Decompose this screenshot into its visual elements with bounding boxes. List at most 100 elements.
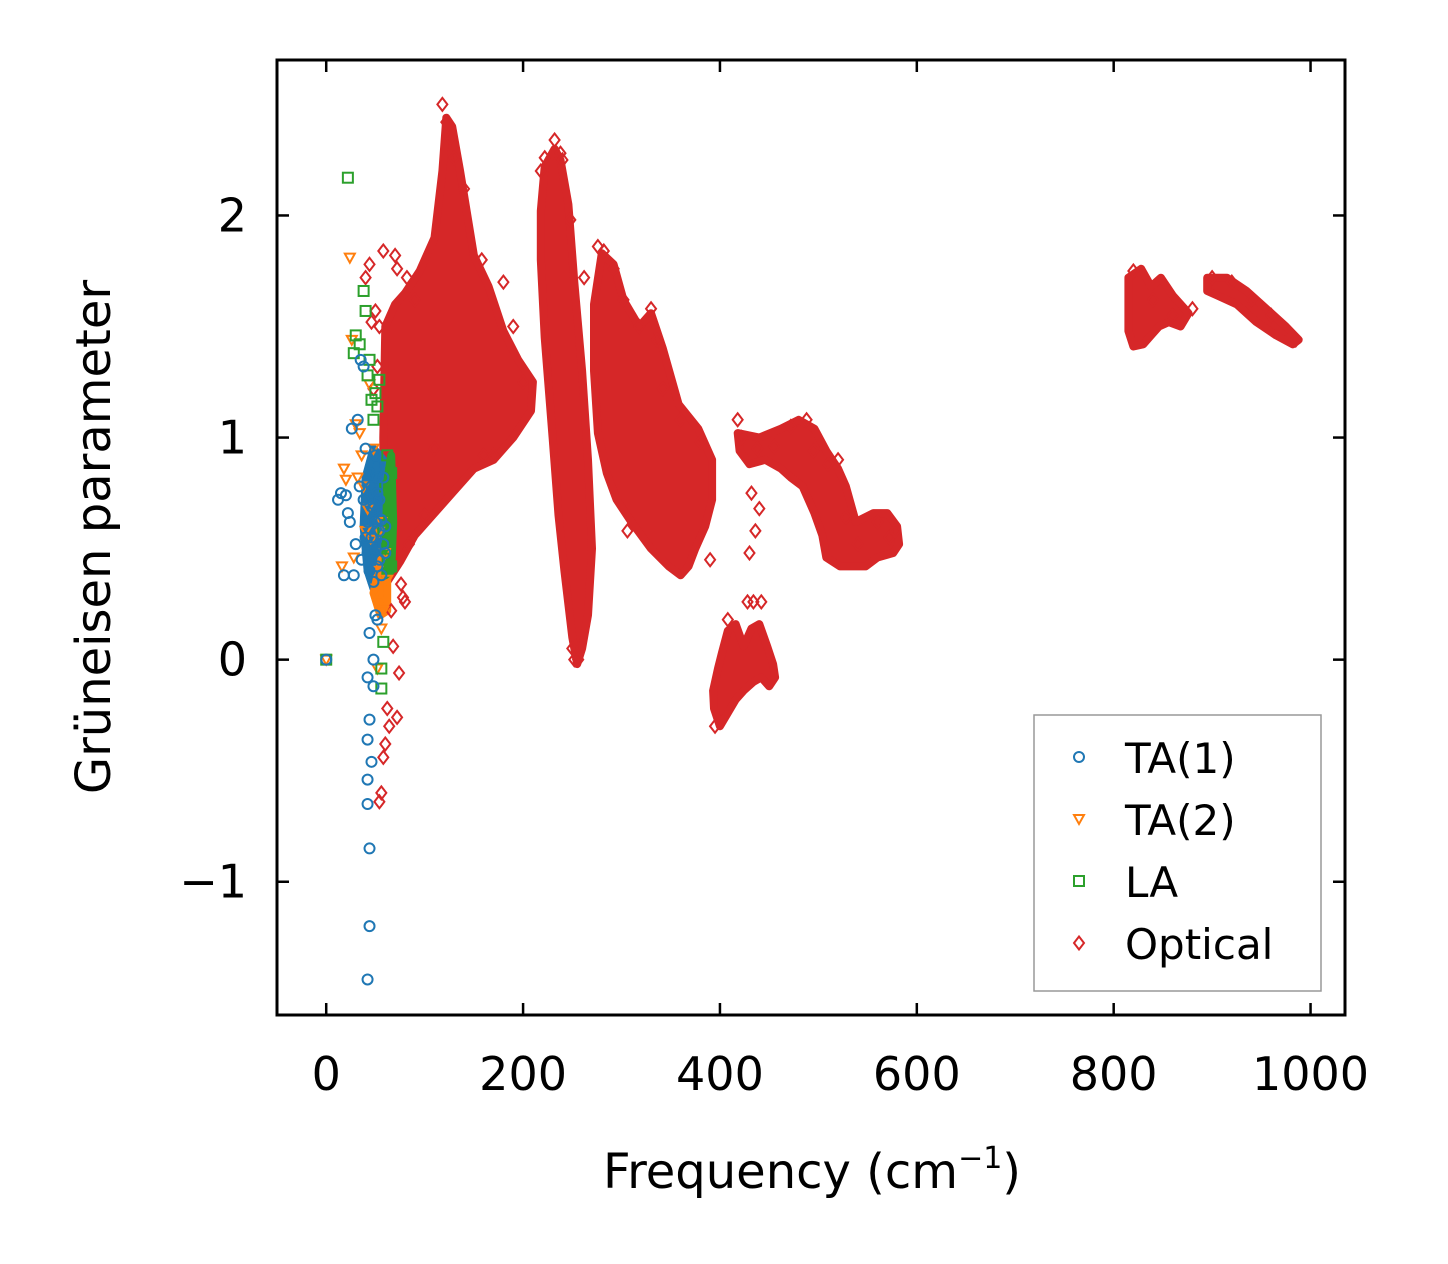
point-optical [363, 256, 376, 273]
point-ta-1 [339, 489, 352, 502]
point-optical [731, 411, 744, 428]
point-optical [577, 269, 591, 286]
point-optical [1146, 291, 1160, 309]
point-optical [831, 451, 845, 468]
point-ta-1 [377, 471, 390, 484]
point-optical [821, 456, 835, 473]
point-ta-2 [339, 474, 353, 487]
point-optical [755, 593, 768, 611]
x-tick-label: 1000 [1252, 1047, 1369, 1101]
point-optical [784, 418, 798, 435]
point-optical [548, 131, 561, 149]
point-optical [457, 180, 471, 197]
point-ta-2 [352, 428, 367, 441]
dense-region-optical-6 [1203, 273, 1303, 349]
point-optical [1186, 300, 1199, 317]
point-optical [591, 238, 605, 255]
point-optical [538, 149, 551, 166]
dense-region-optical-1 [536, 144, 596, 669]
y-tick-label: −1 [179, 855, 247, 909]
point-ta-1 [363, 920, 376, 933]
point-optical [373, 793, 386, 810]
point-ta-1 [349, 538, 362, 551]
point-optical [373, 318, 386, 335]
point-optical [408, 291, 422, 309]
point-optical [534, 162, 548, 180]
point-optical [644, 300, 658, 317]
point-optical [735, 429, 748, 446]
data-points [319, 96, 1303, 986]
point-optical [382, 718, 396, 735]
point-ta-2 [374, 623, 389, 636]
point-optical [674, 411, 687, 428]
point-ta-1 [359, 531, 372, 544]
point-la [341, 171, 354, 184]
point-optical [767, 438, 781, 455]
point-optical [487, 447, 500, 464]
x-tick-label: 400 [676, 1047, 764, 1101]
point-optical [440, 114, 453, 131]
legend-marker-optical [1072, 934, 1086, 952]
point-optical [721, 611, 735, 628]
y-tick-label: 1 [218, 411, 247, 465]
point-la [363, 353, 376, 366]
point-la [357, 284, 370, 297]
point-ta-1 [345, 422, 358, 435]
point-optical [571, 651, 585, 668]
point-ta-1 [371, 471, 384, 484]
legend-label-optical: Optical [1125, 920, 1273, 969]
point-optical [1166, 307, 1180, 324]
point-ta-1 [357, 360, 370, 373]
point-la [359, 304, 372, 317]
point-optical [443, 129, 457, 146]
point-optical [743, 544, 756, 562]
point-optical [436, 96, 449, 113]
point-optical [597, 242, 611, 260]
dense-region-optical-0 [379, 113, 537, 586]
point-la [375, 682, 388, 695]
y-tick-label: 2 [218, 188, 247, 242]
point-ta-1 [353, 480, 366, 493]
point-ta-1 [354, 353, 367, 366]
point-ta-1 [357, 493, 370, 506]
legend-label-ta-1: TA(1) [1124, 734, 1236, 783]
point-optical [1289, 331, 1303, 348]
point-la [353, 338, 366, 351]
point-ta-1 [365, 755, 378, 768]
point-optical [402, 536, 416, 553]
point-optical [386, 638, 400, 655]
point-optical [394, 575, 408, 593]
point-optical [396, 589, 410, 606]
point-ta-1 [320, 653, 333, 666]
point-optical [568, 651, 581, 668]
point-optical [398, 593, 412, 611]
point-ta-1 [351, 413, 364, 426]
point-ta-1 [367, 680, 380, 693]
point-optical [388, 247, 402, 264]
point-optical [506, 318, 520, 335]
point-ta-1 [367, 502, 380, 515]
dense-region-optical-5 [1124, 264, 1193, 351]
point-la [385, 560, 398, 573]
point-optical [475, 251, 489, 269]
point-optical [851, 536, 865, 553]
point-ta-1 [371, 487, 384, 500]
point-ta-1 [343, 515, 356, 528]
point-optical [650, 331, 664, 348]
point-la [381, 449, 394, 462]
point-optical [753, 500, 766, 517]
point-ta-1 [337, 569, 350, 582]
point-ta-2 [376, 605, 391, 618]
point-ta-1 [361, 773, 374, 786]
point-optical [694, 433, 707, 451]
point-optical [418, 507, 431, 524]
point-optical [888, 522, 902, 539]
point-ta-1 [361, 733, 374, 746]
point-optical [477, 447, 490, 464]
legend-marker-ta-2 [1072, 814, 1086, 827]
x-tick-label: 0 [312, 1047, 341, 1101]
point-ta-1 [365, 480, 378, 493]
dense-region-optical-4 [733, 415, 904, 571]
point-optical [369, 302, 382, 320]
